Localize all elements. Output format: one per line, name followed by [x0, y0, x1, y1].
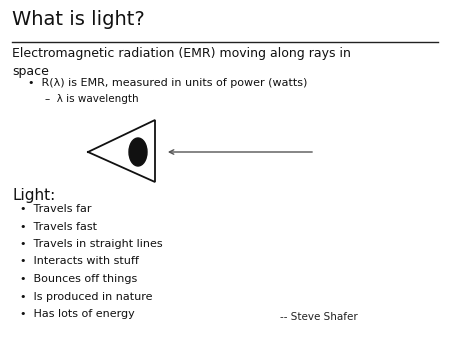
Text: •  Travels far: • Travels far: [20, 204, 91, 214]
Text: What is light?: What is light?: [12, 10, 145, 29]
Text: •  R(λ) is EMR, measured in units of power (watts): • R(λ) is EMR, measured in units of powe…: [28, 78, 307, 88]
Text: Light:: Light:: [12, 188, 55, 203]
Text: -- Steve Shafer: -- Steve Shafer: [280, 312, 358, 322]
Text: •  Travels in straight lines: • Travels in straight lines: [20, 239, 162, 249]
Text: •  Travels fast: • Travels fast: [20, 221, 97, 232]
Ellipse shape: [129, 138, 147, 166]
Text: •  Has lots of energy: • Has lots of energy: [20, 309, 135, 319]
Text: –  λ is wavelength: – λ is wavelength: [45, 94, 139, 104]
Text: •  Bounces off things: • Bounces off things: [20, 274, 137, 284]
Text: •  Is produced in nature: • Is produced in nature: [20, 291, 153, 301]
Text: •  Interacts with stuff: • Interacts with stuff: [20, 257, 139, 266]
Text: Electromagnetic radiation (EMR) moving along rays in
space: Electromagnetic radiation (EMR) moving a…: [12, 47, 351, 78]
